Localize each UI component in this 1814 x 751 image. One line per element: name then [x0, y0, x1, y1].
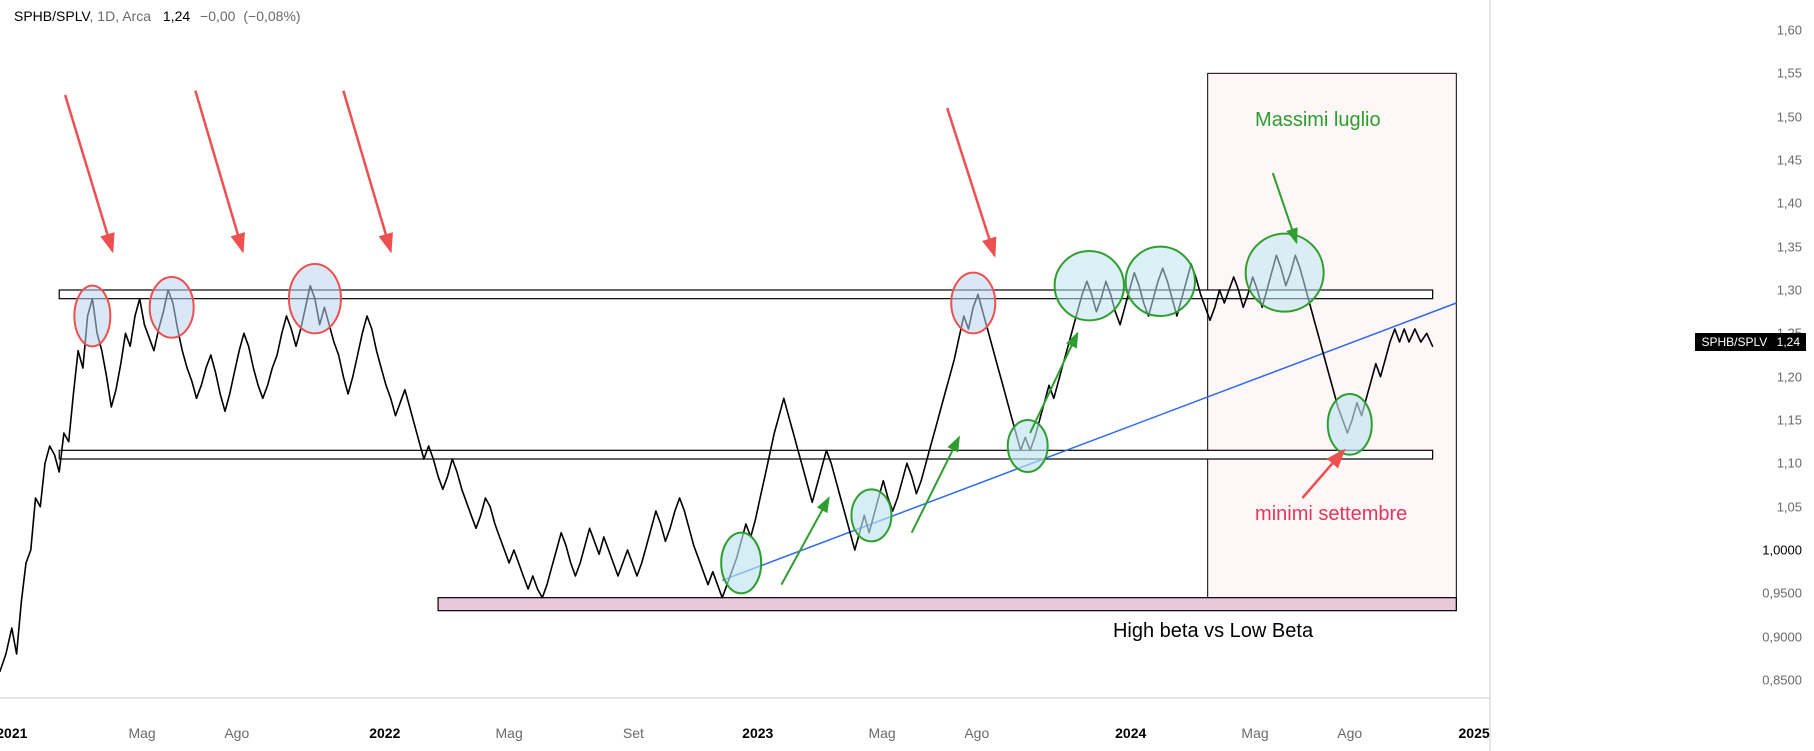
y-tick: 1,45: [1777, 153, 1802, 168]
y-tick: 1,15: [1777, 413, 1802, 428]
green-circle-0: [1055, 251, 1124, 320]
y-tick: 1,10: [1777, 456, 1802, 471]
red-arrow-2: [343, 91, 390, 251]
annotation: minimi settembre: [1255, 503, 1407, 526]
green-arrow-0: [781, 498, 828, 585]
x-tick: 2025: [1459, 725, 1490, 741]
x-tick: 2023: [742, 725, 773, 741]
red-arrow-3: [947, 108, 994, 255]
y-tick: 0,8500: [1762, 673, 1802, 688]
x-tick: Mag: [495, 725, 522, 741]
red-ellipse-0: [74, 286, 110, 347]
badge-value: 1,24: [1777, 335, 1800, 349]
y-axis: 1,601,551,501,451,401,351,301,251,201,15…: [1492, 0, 1814, 751]
y-tick: 0,9000: [1762, 629, 1802, 644]
x-tick: Mag: [868, 725, 895, 741]
y-tick: 1,20: [1777, 369, 1802, 384]
green-circle-2: [1246, 234, 1324, 312]
green-ellipse-0: [721, 533, 761, 594]
y-tick: 1,50: [1777, 109, 1802, 124]
x-tick: Ago: [1337, 725, 1362, 741]
green-ellipse-1: [851, 489, 891, 541]
red-ellipse-3: [951, 273, 995, 334]
red-ellipse-1: [150, 277, 194, 338]
y-tick: 1,60: [1777, 23, 1802, 38]
price-badge: SPHB/SPLV 1,24: [1695, 333, 1806, 351]
x-tick: 2024: [1115, 725, 1146, 741]
x-tick: Set: [623, 725, 644, 741]
y-tick: 1,0000: [1762, 543, 1802, 558]
annotation: Massimi luglio: [1255, 109, 1381, 132]
annotation: High beta vs Low Beta: [1113, 620, 1313, 643]
green-circle-1: [1126, 247, 1195, 316]
x-tick: Mag: [1241, 725, 1268, 741]
h-band-2: [438, 598, 1456, 611]
chart-container: SPHB/SPLV, 1D, Arca 1,24 −0,00 (−0,08%) …: [0, 0, 1814, 751]
x-tick: Ago: [964, 725, 989, 741]
y-tick: 1,35: [1777, 239, 1802, 254]
y-tick: 1,55: [1777, 66, 1802, 81]
y-tick: 1,05: [1777, 499, 1802, 514]
x-tick: Mag: [128, 725, 155, 741]
x-tick: 2022: [369, 725, 400, 741]
h-band-1: [59, 450, 1432, 459]
y-tick: 1,40: [1777, 196, 1802, 211]
x-tick: 2021: [0, 725, 27, 741]
badge-symbol: SPHB/SPLV: [1701, 335, 1767, 349]
green-arrow-2: [1030, 333, 1077, 433]
red-arrow-0: [65, 95, 112, 251]
x-tick: Ago: [224, 725, 249, 741]
red-ellipse-2: [289, 264, 341, 333]
green-ellipse-2: [1008, 420, 1048, 472]
red-arrow-1: [195, 91, 242, 251]
green-ellipse-3: [1328, 394, 1372, 455]
y-tick: 0,9500: [1762, 586, 1802, 601]
x-axis: 2021 Mag Ago 2022 Mag Set 2023 Mag Ago 2024 Mag Ago…: [0, 711, 1814, 751]
y-tick: 1,30: [1777, 283, 1802, 298]
